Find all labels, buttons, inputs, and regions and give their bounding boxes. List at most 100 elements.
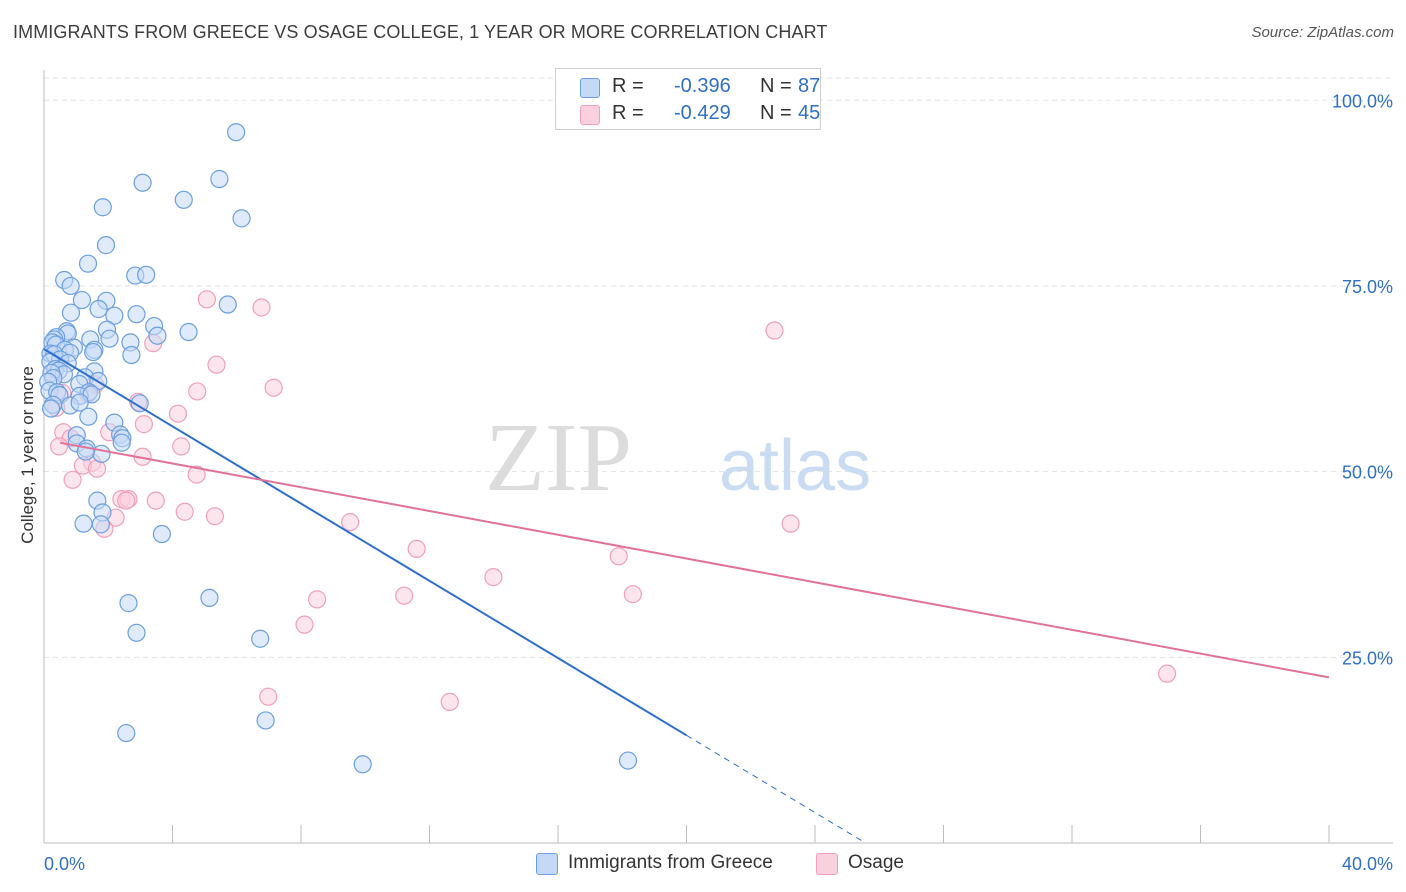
data-point — [146, 491, 165, 510]
data-point — [152, 524, 171, 544]
stats-r-value: -0.429 — [674, 102, 731, 124]
data-point — [134, 415, 154, 434]
chart-title: IMMIGRANTS FROM GREECE VS OSAGE COLLEGE,… — [13, 22, 828, 42]
data-point — [117, 491, 136, 510]
legend-label: Osage — [848, 852, 904, 873]
source-label: Source: ZipAtlas.com — [1251, 24, 1394, 41]
data-point — [137, 265, 156, 284]
watermark: ZIP atlas — [485, 404, 871, 512]
data-point — [79, 407, 98, 426]
stats-box: R = -0.396 N = 87 R = -0.429 N = 45 — [555, 68, 821, 130]
data-point — [200, 588, 219, 608]
data-point — [765, 321, 784, 340]
series-immigrants-from-greece — [39, 123, 638, 774]
stats-n-value: 87 — [798, 75, 821, 97]
data-point — [74, 514, 93, 533]
data-point — [179, 322, 198, 342]
data-point — [341, 513, 360, 532]
y-tick-label: 75.0% — [1342, 277, 1393, 297]
data-point — [609, 547, 628, 566]
data-point — [256, 711, 275, 730]
data-point — [168, 404, 188, 423]
data-point — [207, 355, 226, 374]
data-point — [395, 586, 414, 605]
data-point — [188, 382, 207, 401]
data-point — [175, 502, 194, 521]
data-point — [232, 209, 251, 228]
data-point — [148, 326, 167, 345]
data-point — [440, 692, 459, 711]
trend-line — [43, 348, 688, 737]
trend-line — [59, 441, 1330, 679]
data-point — [133, 173, 152, 192]
data-point — [112, 433, 131, 452]
legend-swatch-greece — [536, 853, 558, 875]
data-point — [618, 751, 638, 770]
x-tick-label: 40.0% — [1342, 854, 1393, 874]
data-point — [205, 507, 225, 526]
data-point — [252, 298, 271, 317]
legend-swatch-osage — [816, 853, 838, 875]
data-point — [407, 539, 426, 558]
data-point — [96, 236, 116, 255]
stats-swatch-greece — [580, 78, 600, 98]
stats-r-label: R = — [612, 102, 644, 124]
data-point — [174, 190, 193, 209]
y-tick-label: 50.0% — [1342, 463, 1393, 483]
tick-labels: 25.0% 50.0% 75.0% 100.0% 0.0% 40.0% — [44, 91, 1393, 874]
data-point — [1157, 664, 1177, 683]
data-points — [39, 123, 1177, 774]
data-point — [251, 629, 270, 648]
data-point — [91, 515, 110, 534]
data-point — [61, 276, 80, 296]
data-point — [105, 306, 124, 325]
data-point — [122, 345, 141, 365]
data-point — [119, 594, 138, 613]
y-tick-label: 25.0% — [1342, 648, 1393, 668]
stats-n-label: N = — [760, 75, 792, 97]
data-point — [172, 437, 191, 456]
watermark-atlas: atlas — [719, 426, 871, 506]
data-point — [295, 615, 314, 634]
data-point — [623, 585, 642, 604]
data-point — [307, 590, 327, 609]
data-point — [63, 470, 82, 489]
data-point — [41, 399, 61, 418]
legend-label: Immigrants from Greece — [568, 852, 773, 873]
axes — [43, 70, 1393, 844]
data-point — [264, 378, 283, 397]
data-point — [781, 514, 800, 533]
data-point — [127, 623, 146, 642]
data-point — [92, 444, 111, 463]
data-point — [93, 198, 112, 217]
y-tick-label: 100.0% — [1332, 91, 1393, 111]
data-point — [484, 568, 503, 587]
data-point — [197, 290, 216, 309]
data-point — [259, 687, 278, 706]
trend-lines — [43, 348, 1330, 842]
data-point — [78, 254, 98, 273]
grid-lines — [44, 77, 1393, 658]
data-point — [218, 295, 237, 314]
stats-n-value: 45 — [798, 102, 821, 124]
data-point — [227, 123, 246, 142]
trend-line-extension — [686, 734, 864, 842]
data-point — [61, 303, 81, 322]
stats-swatch-osage — [580, 105, 600, 125]
watermark-zip: ZIP — [485, 404, 632, 512]
data-point — [89, 299, 108, 319]
stats-n-label: N = — [760, 102, 792, 124]
data-point — [117, 723, 136, 743]
data-point — [353, 755, 372, 774]
x-tick-label: 0.0% — [44, 854, 85, 874]
data-point — [130, 394, 149, 413]
data-point — [210, 169, 229, 189]
data-point — [100, 329, 119, 348]
legend: Immigrants from Greece Osage — [0, 852, 1406, 878]
stats-r-value: -0.396 — [674, 75, 731, 97]
data-point — [72, 290, 92, 310]
data-point — [84, 342, 103, 362]
data-point — [187, 465, 206, 484]
data-point — [127, 305, 146, 324]
